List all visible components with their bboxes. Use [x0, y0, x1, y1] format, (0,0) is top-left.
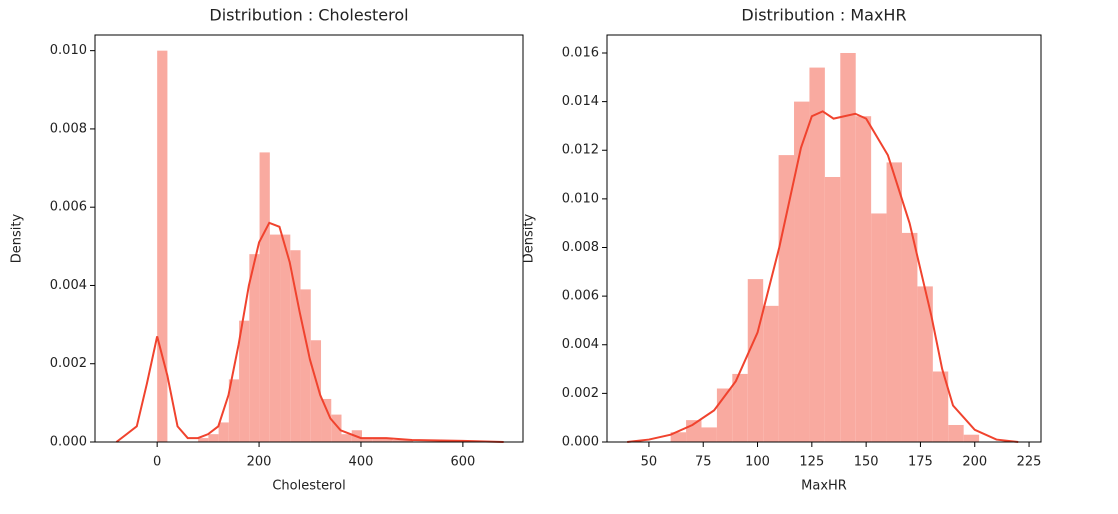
x-tick-label: 200	[247, 455, 272, 470]
x-tick-label: 400	[349, 455, 374, 470]
x-axis-label: MaxHR	[801, 479, 847, 494]
y-axis-label: Density	[10, 213, 25, 263]
x-tick-label: 75	[695, 455, 712, 470]
bar	[402, 440, 414, 442]
bar	[392, 440, 403, 442]
y-tick-label: 0.016	[562, 45, 599, 60]
y-axis-label: Density	[522, 213, 537, 263]
bar	[280, 234, 291, 442]
bar	[382, 438, 393, 442]
bar	[901, 232, 918, 442]
y-tick-label: 0.014	[562, 94, 599, 109]
bar	[331, 414, 342, 442]
bar	[321, 398, 332, 442]
bar	[239, 320, 250, 442]
bar	[871, 213, 887, 442]
bar	[809, 67, 825, 442]
y-tick-label: 0.004	[50, 278, 87, 293]
bar	[855, 116, 872, 442]
bar	[218, 422, 229, 442]
x-tick-label: 150	[854, 455, 879, 470]
bar	[886, 162, 902, 442]
y-tick-label: 0.002	[50, 356, 87, 371]
x-tick-label: 100	[745, 455, 770, 470]
bar	[259, 152, 270, 442]
bar	[249, 254, 260, 442]
y-tick-label: 0.006	[562, 289, 599, 304]
bar	[701, 427, 717, 442]
x-tick-label: 200	[962, 455, 987, 470]
bar	[372, 438, 383, 442]
bar	[948, 424, 964, 442]
kde-line	[627, 110, 1019, 443]
x-axis-label: Cholesterol	[272, 479, 345, 494]
bar	[932, 371, 949, 442]
y-tick-label: 0.000	[562, 435, 599, 450]
bar	[670, 432, 687, 442]
bar	[778, 155, 795, 443]
x-tick-label: 50	[641, 455, 658, 470]
y-tick-label: 0.000	[50, 435, 87, 450]
bar	[963, 434, 980, 442]
y-tick-label: 0.004	[562, 337, 599, 352]
bar	[269, 234, 281, 442]
bar	[824, 176, 841, 443]
chart-title: Distribution : Cholesterol	[209, 6, 408, 25]
bar	[840, 52, 856, 442]
y-tick-label: 0.008	[50, 121, 87, 136]
bar	[794, 101, 810, 443]
y-tick-label: 0.010	[50, 43, 87, 58]
x-tick-label: 175	[908, 455, 933, 470]
bar	[208, 434, 219, 442]
bar	[310, 340, 322, 442]
x-tick-label: 0	[153, 455, 161, 470]
bar	[917, 286, 933, 442]
y-tick-label: 0.008	[562, 240, 599, 255]
chart-title: Distribution : MaxHR	[741, 6, 906, 25]
axes-frame	[94, 34, 524, 443]
bar	[290, 250, 301, 442]
bar	[300, 289, 311, 442]
bar	[341, 434, 352, 442]
x-tick-label: 600	[450, 455, 475, 470]
axes-frame	[606, 34, 1042, 443]
y-tick-label: 0.010	[562, 191, 599, 206]
kde-line	[115, 221, 504, 443]
x-tick-label: 125	[799, 455, 824, 470]
y-tick-label: 0.012	[562, 143, 599, 158]
y-tick-label: 0.002	[562, 386, 599, 401]
bar	[198, 438, 209, 442]
bar	[157, 50, 168, 443]
bar	[747, 279, 764, 442]
bar	[763, 305, 779, 442]
y-tick-label: 0.006	[50, 200, 87, 215]
bar	[361, 438, 373, 442]
x-tick-label: 225	[1017, 455, 1042, 470]
bar	[732, 373, 748, 442]
bar	[228, 379, 240, 442]
